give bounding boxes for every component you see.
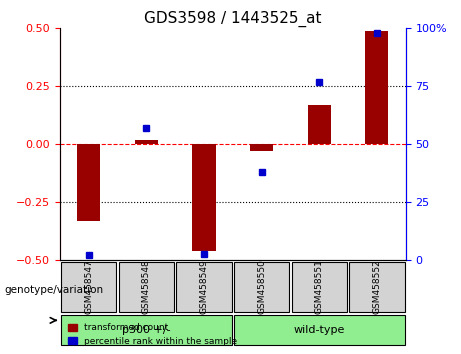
- FancyBboxPatch shape: [61, 262, 116, 312]
- FancyBboxPatch shape: [234, 315, 405, 345]
- FancyBboxPatch shape: [234, 262, 290, 312]
- Text: GSM458552: GSM458552: [372, 259, 381, 314]
- Bar: [77, 144, 100, 221]
- FancyBboxPatch shape: [118, 262, 174, 312]
- Text: GSM458550: GSM458550: [257, 259, 266, 314]
- Title: GDS3598 / 1443525_at: GDS3598 / 1443525_at: [144, 11, 322, 27]
- FancyBboxPatch shape: [349, 262, 405, 312]
- Text: GSM458547: GSM458547: [84, 259, 93, 314]
- Text: GSM458549: GSM458549: [200, 259, 208, 314]
- Bar: [308, 105, 331, 144]
- FancyBboxPatch shape: [61, 315, 231, 345]
- FancyBboxPatch shape: [176, 262, 231, 312]
- Text: GSM458548: GSM458548: [142, 259, 151, 314]
- FancyBboxPatch shape: [291, 262, 347, 312]
- Bar: [365, 31, 388, 144]
- Bar: [250, 144, 273, 151]
- Bar: [135, 139, 158, 144]
- Bar: [193, 144, 216, 251]
- Text: p300 +/-: p300 +/-: [122, 325, 171, 335]
- Text: wild-type: wild-type: [294, 325, 345, 335]
- Legend: transformed count, percentile rank within the sample: transformed count, percentile rank withi…: [65, 320, 241, 349]
- Text: GSM458551: GSM458551: [315, 259, 324, 314]
- Text: genotype/variation: genotype/variation: [5, 285, 104, 295]
